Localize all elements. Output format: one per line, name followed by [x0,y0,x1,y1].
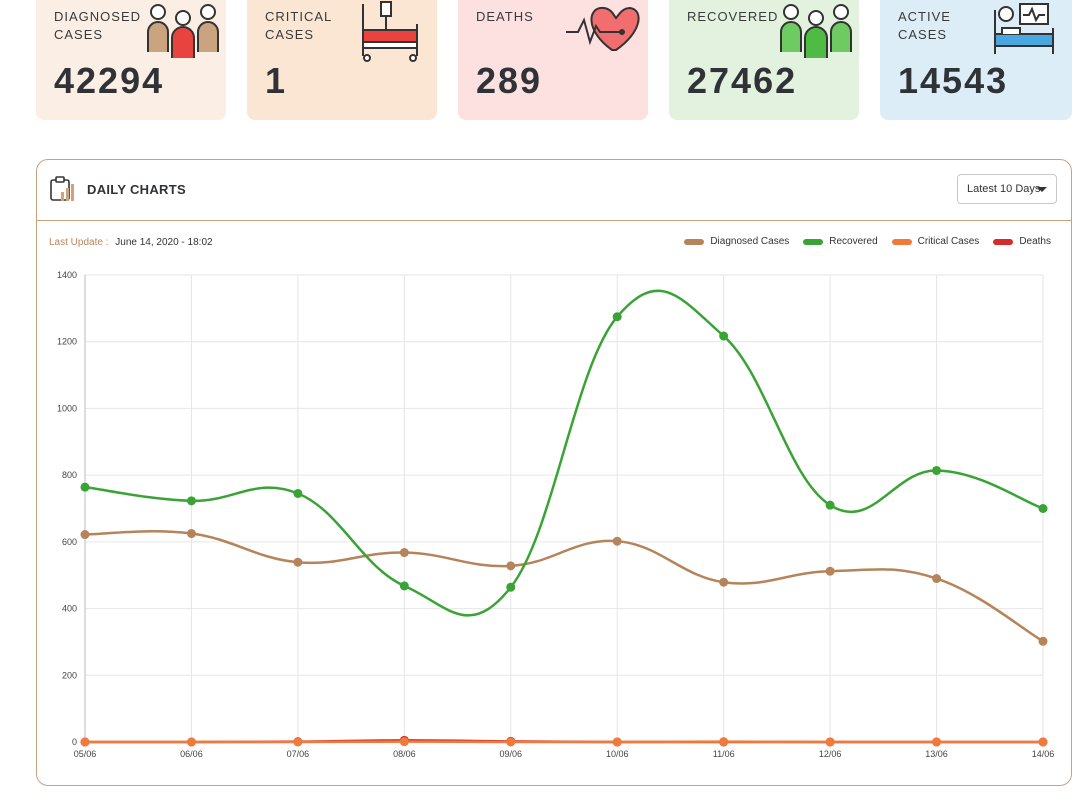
last-update-label: Last Update : [49,237,109,248]
daily-charts-panel: DAILY CHARTS Latest 10 Days Last Update … [36,159,1072,786]
stat-card-diagnosed: DIAGNOSED CASES 42294 [36,0,226,120]
data-point-critical-cases [1038,737,1048,747]
stat-card-recovered: RECOVERED 27462 [669,0,859,120]
stat-card-critical: CRITICAL CASES 1 [247,0,437,120]
data-point-recovered [719,331,729,341]
x-tick-label: 07/06 [287,749,310,759]
legend-label: Recovered [829,236,878,247]
data-point-diagnosed-cases [825,566,835,576]
x-tick-label: 06/06 [180,749,203,759]
clipboard-chart-icon [50,176,74,201]
legend-label: Diagnosed Cases [710,236,790,247]
stat-card-deaths: DEATHS 289 [458,0,648,120]
data-point-diagnosed-cases [80,530,90,540]
data-point-diagnosed-cases [293,557,303,567]
stat-label: ACTIVE CASES [898,9,951,42]
people-icon [780,4,852,58]
x-tick-label: 14/06 [1032,749,1055,759]
y-tick-label: 400 [62,604,77,614]
x-tick-label: 10/06 [606,749,629,759]
stat-value: 14543 [898,60,1009,101]
last-update: Last Update : June 14, 2020 - 18:02 [49,237,213,248]
legend-swatch [891,238,912,245]
x-tick-label: 05/06 [74,749,97,759]
y-tick-label: 600 [62,537,77,547]
y-tick-label: 1400 [57,270,77,280]
data-point-critical-cases [932,737,942,747]
chart-legend: Diagnosed Cases Recovered Critical Cases… [684,236,1051,247]
data-point-critical-cases [80,737,90,747]
stat-label: CRITICAL CASES [265,9,332,42]
people-icon [147,4,219,58]
date-range-select[interactable]: Latest 10 Days [957,174,1057,204]
data-point-recovered [80,482,90,492]
x-tick-label: 13/06 [925,749,948,759]
y-tick-label: 800 [62,470,77,480]
stat-value: 1 [265,60,288,101]
y-tick-label: 1000 [57,403,77,413]
data-point-critical-cases [293,737,303,747]
legend-item-deaths[interactable]: Deaths [993,236,1051,247]
data-point-recovered [399,581,409,591]
last-update-value: June 14, 2020 - 18:02 [115,237,213,248]
data-point-recovered [186,496,196,506]
data-point-critical-cases [186,737,196,747]
stat-label: DEATHS [476,9,534,24]
data-point-diagnosed-cases [399,548,409,558]
data-point-diagnosed-cases [719,577,729,587]
legend-label: Critical Cases [917,236,980,247]
data-point-critical-cases [506,737,516,747]
stat-label: DIAGNOSED CASES [54,9,142,42]
series-line-recovered [84,289,1044,617]
y-tick-label: 1200 [57,337,77,347]
caret-down-icon [1037,187,1047,192]
data-point-critical-cases [612,737,622,747]
panel-header: DAILY CHARTS Latest 10 Days [37,160,1071,221]
stat-value: 42294 [54,60,165,101]
x-tick-label: 12/06 [819,749,842,759]
data-point-recovered [612,312,622,322]
y-tick-label: 0 [72,737,77,747]
legend-item-recovered[interactable]: Recovered [803,236,878,247]
data-point-critical-cases [719,737,729,747]
data-point-diagnosed-cases [506,561,516,571]
series-line-diagnosed-cases [84,530,1044,643]
data-point-critical-cases [825,737,835,747]
legend-swatch [803,238,824,245]
data-point-diagnosed-cases [1038,636,1048,646]
stat-card-active: ACTIVE CASES 14543 [880,0,1072,120]
x-tick-label: 11/06 [713,749,735,759]
data-point-recovered [825,500,835,510]
data-point-recovered [1038,504,1048,513]
stat-value: 27462 [687,60,798,101]
line-chart: 0 200 400 600 800 1000 1200 1400 05/06 06/06 07/06… [57,270,1055,759]
data-point-diagnosed-cases [932,574,942,584]
x-tick-label: 08/06 [393,749,416,759]
data-point-diagnosed-cases [186,529,196,539]
patient-monitor-icon [994,3,1054,54]
legend-item-diagnosed[interactable]: Diagnosed Cases [684,236,789,247]
panel-title: DAILY CHARTS [87,182,186,197]
hospital-bed-icon [362,1,418,62]
data-point-diagnosed-cases [612,536,622,546]
data-point-recovered [293,488,303,498]
data-point-critical-cases [399,737,409,747]
data-point-recovered [506,582,516,592]
x-tick-label: 09/06 [500,749,523,759]
heartbeat-icon [566,6,640,51]
y-tick-label: 200 [62,670,77,680]
legend-swatch [993,238,1014,245]
stat-value: 289 [476,60,543,101]
data-point-recovered [932,465,942,475]
legend-swatch [684,238,705,245]
legend-item-critical[interactable]: Critical Cases [891,236,980,247]
stat-label: RECOVERED [687,9,779,24]
date-range-value: Latest 10 Days [967,183,1041,195]
legend-label: Deaths [1019,236,1051,247]
